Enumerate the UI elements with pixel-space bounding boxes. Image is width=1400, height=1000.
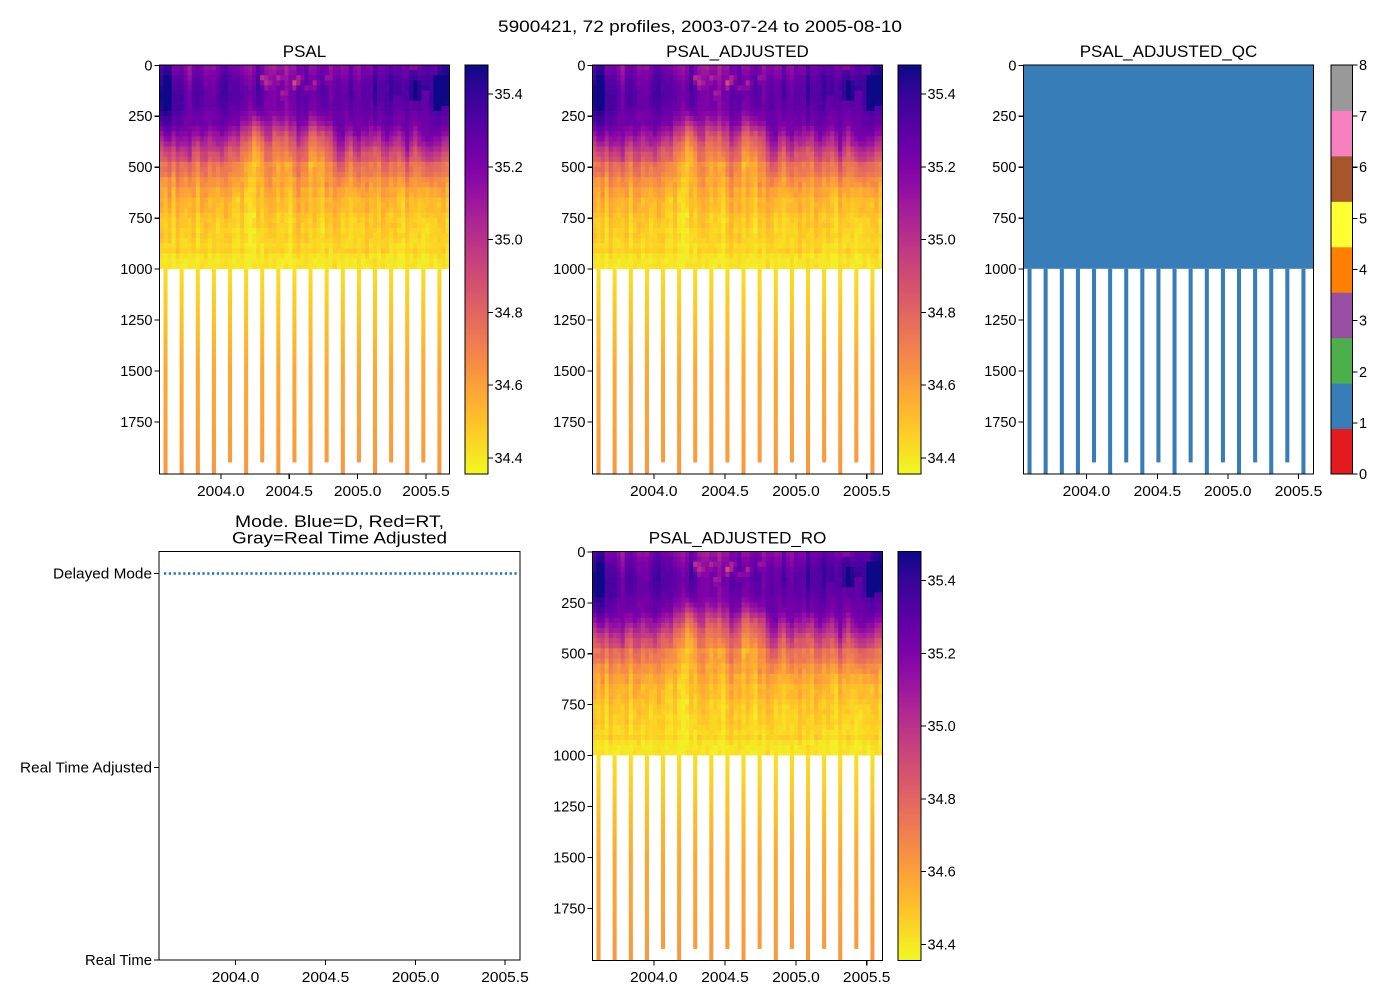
svg-text:1750: 1750 — [553, 415, 585, 431]
svg-text:1000: 1000 — [553, 262, 585, 278]
svg-text:PSAL: PSAL — [283, 42, 326, 61]
svg-text:2004.5: 2004.5 — [701, 970, 749, 986]
svg-text:34.6: 34.6 — [928, 378, 956, 394]
svg-text:2005.0: 2005.0 — [392, 970, 440, 986]
svg-text:35.0: 35.0 — [928, 719, 956, 735]
svg-text:2005.5: 2005.5 — [843, 970, 891, 986]
svg-text:2004.0: 2004.0 — [630, 484, 678, 500]
svg-text:35.0: 35.0 — [495, 233, 523, 249]
svg-text:35.0: 35.0 — [928, 233, 956, 249]
svg-text:0: 0 — [1359, 467, 1367, 483]
svg-text:500: 500 — [992, 160, 1016, 176]
svg-text:500: 500 — [561, 160, 585, 176]
svg-text:34.4: 34.4 — [495, 451, 523, 467]
svg-text:750: 750 — [128, 211, 152, 227]
svg-text:35.2: 35.2 — [928, 646, 956, 662]
svg-text:PSAL_ADJUSTED_QC: PSAL_ADJUSTED_QC — [1080, 42, 1258, 61]
svg-text:2005.5: 2005.5 — [843, 484, 891, 500]
svg-text:2004.0: 2004.0 — [212, 970, 260, 986]
svg-text:1750: 1750 — [984, 415, 1016, 431]
svg-text:2004.0: 2004.0 — [630, 970, 678, 986]
svg-text:35.2: 35.2 — [928, 160, 956, 176]
svg-text:1500: 1500 — [984, 364, 1016, 380]
svg-text:6: 6 — [1359, 160, 1367, 176]
svg-text:1250: 1250 — [553, 313, 585, 329]
svg-text:Mode. Blue=D, Red=RT,: Mode. Blue=D, Red=RT, — [235, 512, 444, 531]
svg-text:PSAL_ADJUSTED_RO: PSAL_ADJUSTED_RO — [649, 529, 827, 548]
svg-text:500: 500 — [128, 160, 152, 176]
svg-text:2005.0: 2005.0 — [1204, 484, 1252, 500]
svg-text:1000: 1000 — [553, 749, 585, 765]
svg-text:7: 7 — [1359, 109, 1367, 125]
svg-text:2005.5: 2005.5 — [1275, 484, 1323, 500]
svg-text:Delayed Mode: Delayed Mode — [53, 567, 152, 583]
svg-text:2: 2 — [1359, 365, 1367, 381]
svg-text:34.4: 34.4 — [928, 937, 956, 953]
svg-text:2004.0: 2004.0 — [197, 484, 245, 500]
svg-text:0: 0 — [1008, 58, 1016, 74]
svg-text:2004.5: 2004.5 — [1134, 484, 1182, 500]
svg-text:34.6: 34.6 — [495, 378, 523, 394]
svg-text:2005.5: 2005.5 — [402, 484, 450, 500]
svg-text:35.4: 35.4 — [495, 87, 523, 103]
svg-text:Real Time Adjusted: Real Time Adjusted — [20, 760, 152, 776]
svg-text:1750: 1750 — [120, 415, 152, 431]
svg-text:34.8: 34.8 — [928, 792, 956, 808]
svg-text:34.6: 34.6 — [928, 865, 956, 881]
svg-text:0: 0 — [577, 58, 585, 74]
svg-text:1750: 1750 — [553, 902, 585, 918]
svg-text:1000: 1000 — [120, 262, 152, 278]
svg-text:2005.5: 2005.5 — [481, 970, 529, 986]
svg-text:2005.0: 2005.0 — [334, 484, 382, 500]
svg-text:Real Time: Real Time — [85, 953, 152, 969]
svg-text:750: 750 — [992, 211, 1016, 227]
svg-text:35.4: 35.4 — [928, 574, 956, 590]
svg-text:2004.5: 2004.5 — [265, 484, 313, 500]
svg-text:2004.5: 2004.5 — [701, 484, 749, 500]
svg-text:5900421, 72 profiles, 2003-07-: 5900421, 72 profiles, 2003-07-24 to 2005… — [498, 17, 902, 36]
svg-text:1500: 1500 — [553, 364, 585, 380]
svg-text:2005.0: 2005.0 — [772, 484, 820, 500]
svg-text:35.2: 35.2 — [495, 160, 523, 176]
svg-text:4: 4 — [1359, 263, 1367, 279]
svg-text:1500: 1500 — [120, 364, 152, 380]
svg-text:750: 750 — [561, 211, 585, 227]
svg-text:1250: 1250 — [984, 313, 1016, 329]
svg-text:PSAL_ADJUSTED: PSAL_ADJUSTED — [666, 42, 809, 61]
svg-text:Gray=Real Time Adjusted: Gray=Real Time Adjusted — [232, 529, 447, 548]
svg-text:250: 250 — [128, 109, 152, 125]
svg-text:5: 5 — [1359, 211, 1367, 227]
svg-text:1500: 1500 — [553, 851, 585, 867]
svg-text:3: 3 — [1359, 314, 1367, 330]
svg-text:250: 250 — [992, 109, 1016, 125]
svg-text:35.4: 35.4 — [928, 87, 956, 103]
svg-text:0: 0 — [144, 58, 152, 74]
svg-text:250: 250 — [561, 109, 585, 125]
svg-text:750: 750 — [561, 698, 585, 714]
svg-text:1: 1 — [1359, 416, 1367, 432]
svg-text:34.4: 34.4 — [928, 451, 956, 467]
svg-text:2005.0: 2005.0 — [772, 970, 820, 986]
svg-text:8: 8 — [1359, 58, 1367, 74]
svg-text:34.8: 34.8 — [928, 305, 956, 321]
svg-text:34.8: 34.8 — [495, 305, 523, 321]
svg-text:2004.5: 2004.5 — [302, 970, 350, 986]
svg-text:0: 0 — [577, 545, 585, 561]
svg-text:1000: 1000 — [984, 262, 1016, 278]
svg-text:2004.0: 2004.0 — [1063, 484, 1111, 500]
svg-text:1250: 1250 — [120, 313, 152, 329]
svg-text:500: 500 — [561, 647, 585, 663]
svg-text:250: 250 — [561, 596, 585, 612]
svg-text:1250: 1250 — [553, 800, 585, 816]
